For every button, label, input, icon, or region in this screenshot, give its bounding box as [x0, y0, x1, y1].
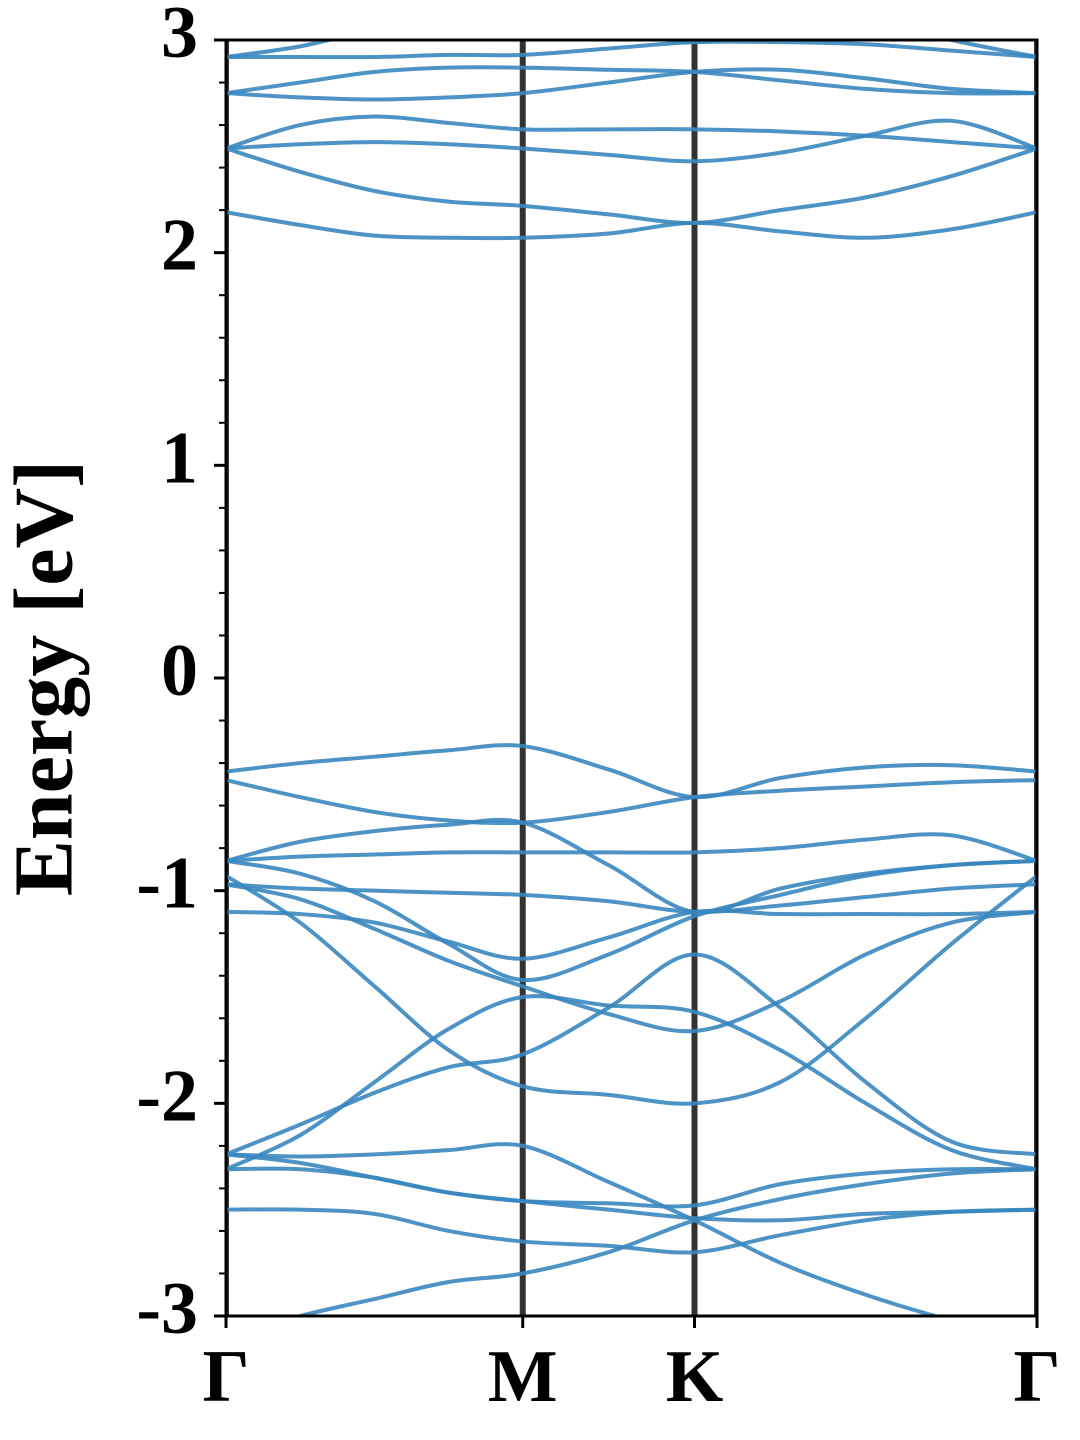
- plot-frame: [224, 38, 1039, 1318]
- band: [226, 778, 1037, 826]
- band: [226, 67, 1037, 102]
- band: [226, 952, 1037, 1157]
- band: [226, 146, 1037, 225]
- band: [226, 908, 1037, 961]
- band: [226, 882, 1037, 1034]
- band: [226, 65, 1037, 96]
- band: [226, 40, 1037, 59]
- y-axis-label: Energy [eV]: [0, 460, 90, 896]
- plot-area: [226, 40, 1037, 1316]
- x-tick-label: Γ: [1013, 1336, 1060, 1418]
- band: [226, 1207, 1037, 1255]
- band: [226, 210, 1037, 241]
- x-tick-label: M: [488, 1336, 558, 1418]
- band: [226, 1166, 1037, 1209]
- y-tick-label: -3: [136, 1268, 198, 1350]
- y-tick-label: 1: [161, 417, 198, 499]
- band: [292, 1167, 1037, 1316]
- y-tick-label: 3: [161, 0, 198, 74]
- x-tick-label: K: [666, 1336, 724, 1418]
- band: [226, 874, 1037, 1106]
- band: [226, 1152, 1037, 1223]
- y-tick-label: -2: [136, 1055, 198, 1137]
- band: [226, 882, 1037, 914]
- band: [226, 114, 1037, 151]
- y-tick-label: 2: [161, 205, 198, 287]
- band: [226, 743, 1037, 800]
- band: [226, 118, 1037, 164]
- band: [226, 40, 1037, 60]
- y-tick-label: -1: [136, 843, 198, 925]
- band: [226, 1142, 944, 1316]
- band: [226, 858, 1037, 982]
- x-tick-label: Γ: [202, 1336, 249, 1418]
- band: [226, 832, 1037, 863]
- y-tick-label: 0: [161, 630, 198, 712]
